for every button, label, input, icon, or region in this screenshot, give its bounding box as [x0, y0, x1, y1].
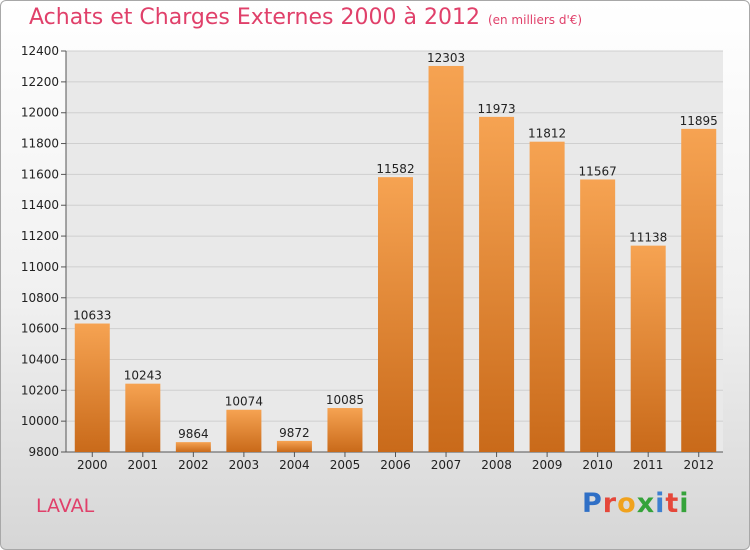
- bar: [378, 177, 413, 452]
- x-tick-label: 2004: [279, 458, 310, 472]
- logo-letter: i: [655, 488, 666, 519]
- y-tick-label: 10600: [21, 322, 59, 336]
- logo-letter: i: [679, 488, 690, 519]
- data-label: 9864: [178, 427, 209, 441]
- logo-letter: x: [636, 488, 656, 519]
- x-tick-label: 2002: [178, 458, 209, 472]
- data-label: 9872: [279, 426, 310, 440]
- bar: [529, 141, 565, 453]
- x-tick-label: 2009: [532, 458, 563, 472]
- bar: [681, 128, 717, 452]
- logo-letter: t: [665, 488, 680, 519]
- x-tick-label: 2011: [633, 458, 664, 472]
- place-label: LAVAL: [36, 495, 95, 517]
- data-label: 11973: [477, 102, 515, 116]
- y-tick-label: 11200: [21, 229, 59, 243]
- bar: [580, 179, 616, 452]
- x-tick-label: 2006: [380, 458, 411, 472]
- y-tick-label: 10200: [21, 383, 59, 397]
- logo-letter: r: [602, 488, 618, 519]
- x-tick-label: 2000: [77, 458, 108, 472]
- y-tick-label: 10400: [21, 352, 59, 366]
- data-label: 10074: [225, 395, 263, 409]
- y-tick-label: 10800: [21, 291, 59, 305]
- y-tick-label: 12200: [21, 75, 59, 89]
- proxiti-logo: Proxiti: [582, 488, 690, 519]
- y-tick-label: 11000: [21, 260, 59, 274]
- x-tick-label: 2005: [330, 458, 361, 472]
- y-tick-label: 11600: [21, 167, 59, 181]
- bar: [175, 442, 211, 452]
- data-label: 12303: [427, 51, 465, 65]
- bar: [74, 323, 110, 452]
- bar: [630, 245, 666, 452]
- x-tick-label: 2008: [481, 458, 512, 472]
- data-label: 10243: [124, 369, 162, 383]
- x-tick-label: 2001: [128, 458, 159, 472]
- y-tick-label: 11400: [21, 198, 59, 212]
- bar: [276, 440, 312, 452]
- data-label: 10633: [73, 309, 111, 323]
- x-tick-label: 2007: [431, 458, 462, 472]
- bar: [226, 409, 262, 452]
- x-tick-label: 2010: [582, 458, 613, 472]
- x-tick-label: 2003: [229, 458, 260, 472]
- data-label: 11895: [680, 114, 718, 128]
- x-tick-label: 2012: [683, 458, 714, 472]
- data-label: 10085: [326, 393, 364, 407]
- data-label: 11567: [579, 164, 617, 178]
- logo-letter: P: [582, 488, 603, 519]
- bar: [327, 408, 363, 452]
- y-tick-label: 10000: [21, 414, 59, 428]
- logo-letter: o: [617, 488, 637, 519]
- chart-subtitle: (en milliers d'€): [487, 13, 583, 27]
- data-label: 11138: [629, 231, 667, 245]
- chart-title: Achats et Charges Externes 2000 à 2012 (e…: [29, 5, 582, 30]
- data-label: 11812: [528, 127, 566, 141]
- y-tick-label: 12000: [21, 106, 59, 120]
- chart-title-text: Achats et Charges Externes 2000 à 2012: [29, 5, 480, 30]
- bar: [428, 65, 464, 452]
- y-tick-label: 9800: [28, 445, 59, 459]
- y-tick-label: 11800: [21, 137, 59, 151]
- y-tick-label: 12400: [21, 44, 59, 58]
- bar: [479, 116, 515, 452]
- bar: [125, 383, 161, 452]
- data-label: 11582: [376, 162, 414, 176]
